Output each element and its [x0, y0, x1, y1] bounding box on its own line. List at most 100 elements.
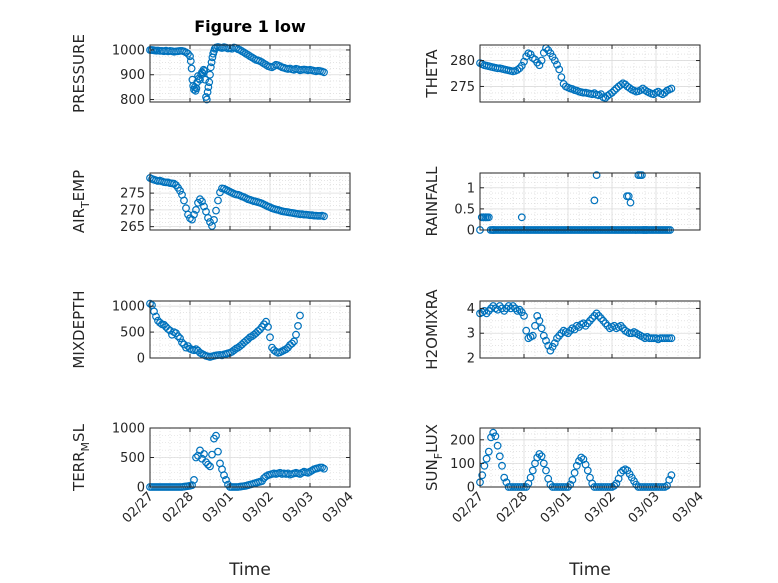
data-point: [500, 473, 509, 482]
y-tick-label: 280: [450, 54, 475, 69]
y-tick-label: 1000: [112, 43, 145, 58]
data-point: [208, 450, 216, 459]
data-point: [566, 480, 575, 489]
y-tick-label: 3: [467, 327, 475, 342]
data-point: [498, 461, 506, 470]
y-axis-label: TERRMSL: [70, 423, 92, 492]
y-axis-label-main: TERR: [70, 451, 88, 492]
y-axis-label-main: THETA: [423, 49, 441, 99]
y-axis-label: AIRTEMP: [70, 170, 92, 233]
data-point: [504, 302, 513, 310]
data-point: [500, 307, 509, 315]
data-point: [156, 318, 164, 327]
data-point: [188, 481, 196, 490]
data-point: [480, 461, 489, 470]
data-point: [546, 480, 555, 489]
data-point: [294, 322, 302, 330]
data-point: [192, 205, 200, 214]
y-tick-label: 275: [450, 80, 475, 95]
y-axis-label: SUNFLUX: [423, 424, 445, 491]
data-point: [667, 471, 676, 480]
data-point: [152, 312, 160, 321]
axes-box: [149, 300, 351, 359]
data-point: [581, 321, 590, 330]
data-point: [601, 319, 610, 328]
data-point: [537, 56, 546, 65]
data-point: [570, 468, 579, 477]
y-tick-label: 0: [137, 481, 145, 496]
data-point: [555, 331, 564, 340]
subplot-1: 800 900 1000 PRESSURE Figure 1 low: [70, 17, 351, 113]
data-point: [202, 95, 211, 104]
axes-box: [479, 300, 701, 359]
data-point: [482, 454, 491, 463]
subplot-2: 275 280 THETA: [423, 44, 701, 103]
y-tick-label: 270: [120, 203, 145, 218]
data-point: [535, 316, 544, 325]
data-point: [590, 196, 599, 205]
data-point: [566, 326, 575, 335]
data-point: [292, 330, 300, 339]
y-axis-label-main: SUN: [423, 459, 441, 491]
data-point: [526, 473, 535, 482]
data-point: [206, 462, 214, 471]
data-point: [533, 312, 542, 320]
data-point: [592, 309, 601, 318]
data-point: [498, 304, 506, 313]
data-point: [520, 312, 528, 320]
y-axis-label-subscript: T: [79, 201, 92, 209]
data-point: [320, 212, 328, 221]
data-point: [290, 337, 298, 346]
data-point: [150, 307, 158, 316]
data-point: [482, 309, 491, 318]
data-point: [528, 466, 537, 475]
subplot-5: 0 500 1000 MIXDEPTH: [70, 290, 351, 369]
data-point: [550, 56, 559, 65]
data-point: [170, 179, 178, 188]
data-point: [544, 341, 553, 350]
data-point: [522, 326, 531, 335]
data-point: [164, 325, 172, 333]
data-point: [176, 186, 184, 195]
data-point: [511, 304, 520, 313]
data-point: [200, 202, 208, 211]
y-axis-label: PRESSURE: [70, 34, 88, 113]
data-point: [240, 48, 248, 57]
data-point: [205, 78, 214, 87]
y-tick-label: 2: [467, 352, 475, 367]
data-point: [254, 327, 262, 336]
data-point: [206, 218, 214, 226]
y-tick-label: 4: [467, 302, 475, 317]
data-point: [196, 75, 204, 84]
data-point: [506, 304, 515, 313]
data-point: [539, 459, 548, 468]
y-axis-label-main: PRESSURE: [70, 34, 88, 113]
data-point: [262, 317, 270, 326]
y-tick-label: 1000: [112, 422, 145, 437]
data-point: [579, 319, 588, 328]
data-point: [190, 476, 198, 484]
data-point: [207, 58, 216, 67]
data-point: [206, 70, 214, 79]
data-point: [592, 171, 601, 180]
data-point: [320, 68, 328, 77]
data-point: [665, 476, 674, 484]
y-axis-label: RAINFALL: [423, 166, 441, 237]
data-point: [665, 334, 674, 343]
data-point: [187, 64, 196, 73]
data-point: [610, 481, 619, 490]
y-tick-label: 100: [450, 457, 475, 472]
y-axis-label-tail: EMP: [70, 170, 88, 201]
data-point: [198, 197, 206, 206]
y-tick-label: 0: [137, 352, 145, 367]
data-point: [282, 345, 290, 354]
data-point: [296, 311, 304, 320]
data-point: [597, 314, 605, 323]
data-point: [214, 196, 222, 205]
data-point: [663, 334, 671, 343]
data-point: [553, 334, 561, 343]
y-axis-label-tail: SL: [70, 423, 88, 442]
y-tick-label: 900: [120, 68, 145, 83]
data-point: [616, 321, 625, 330]
